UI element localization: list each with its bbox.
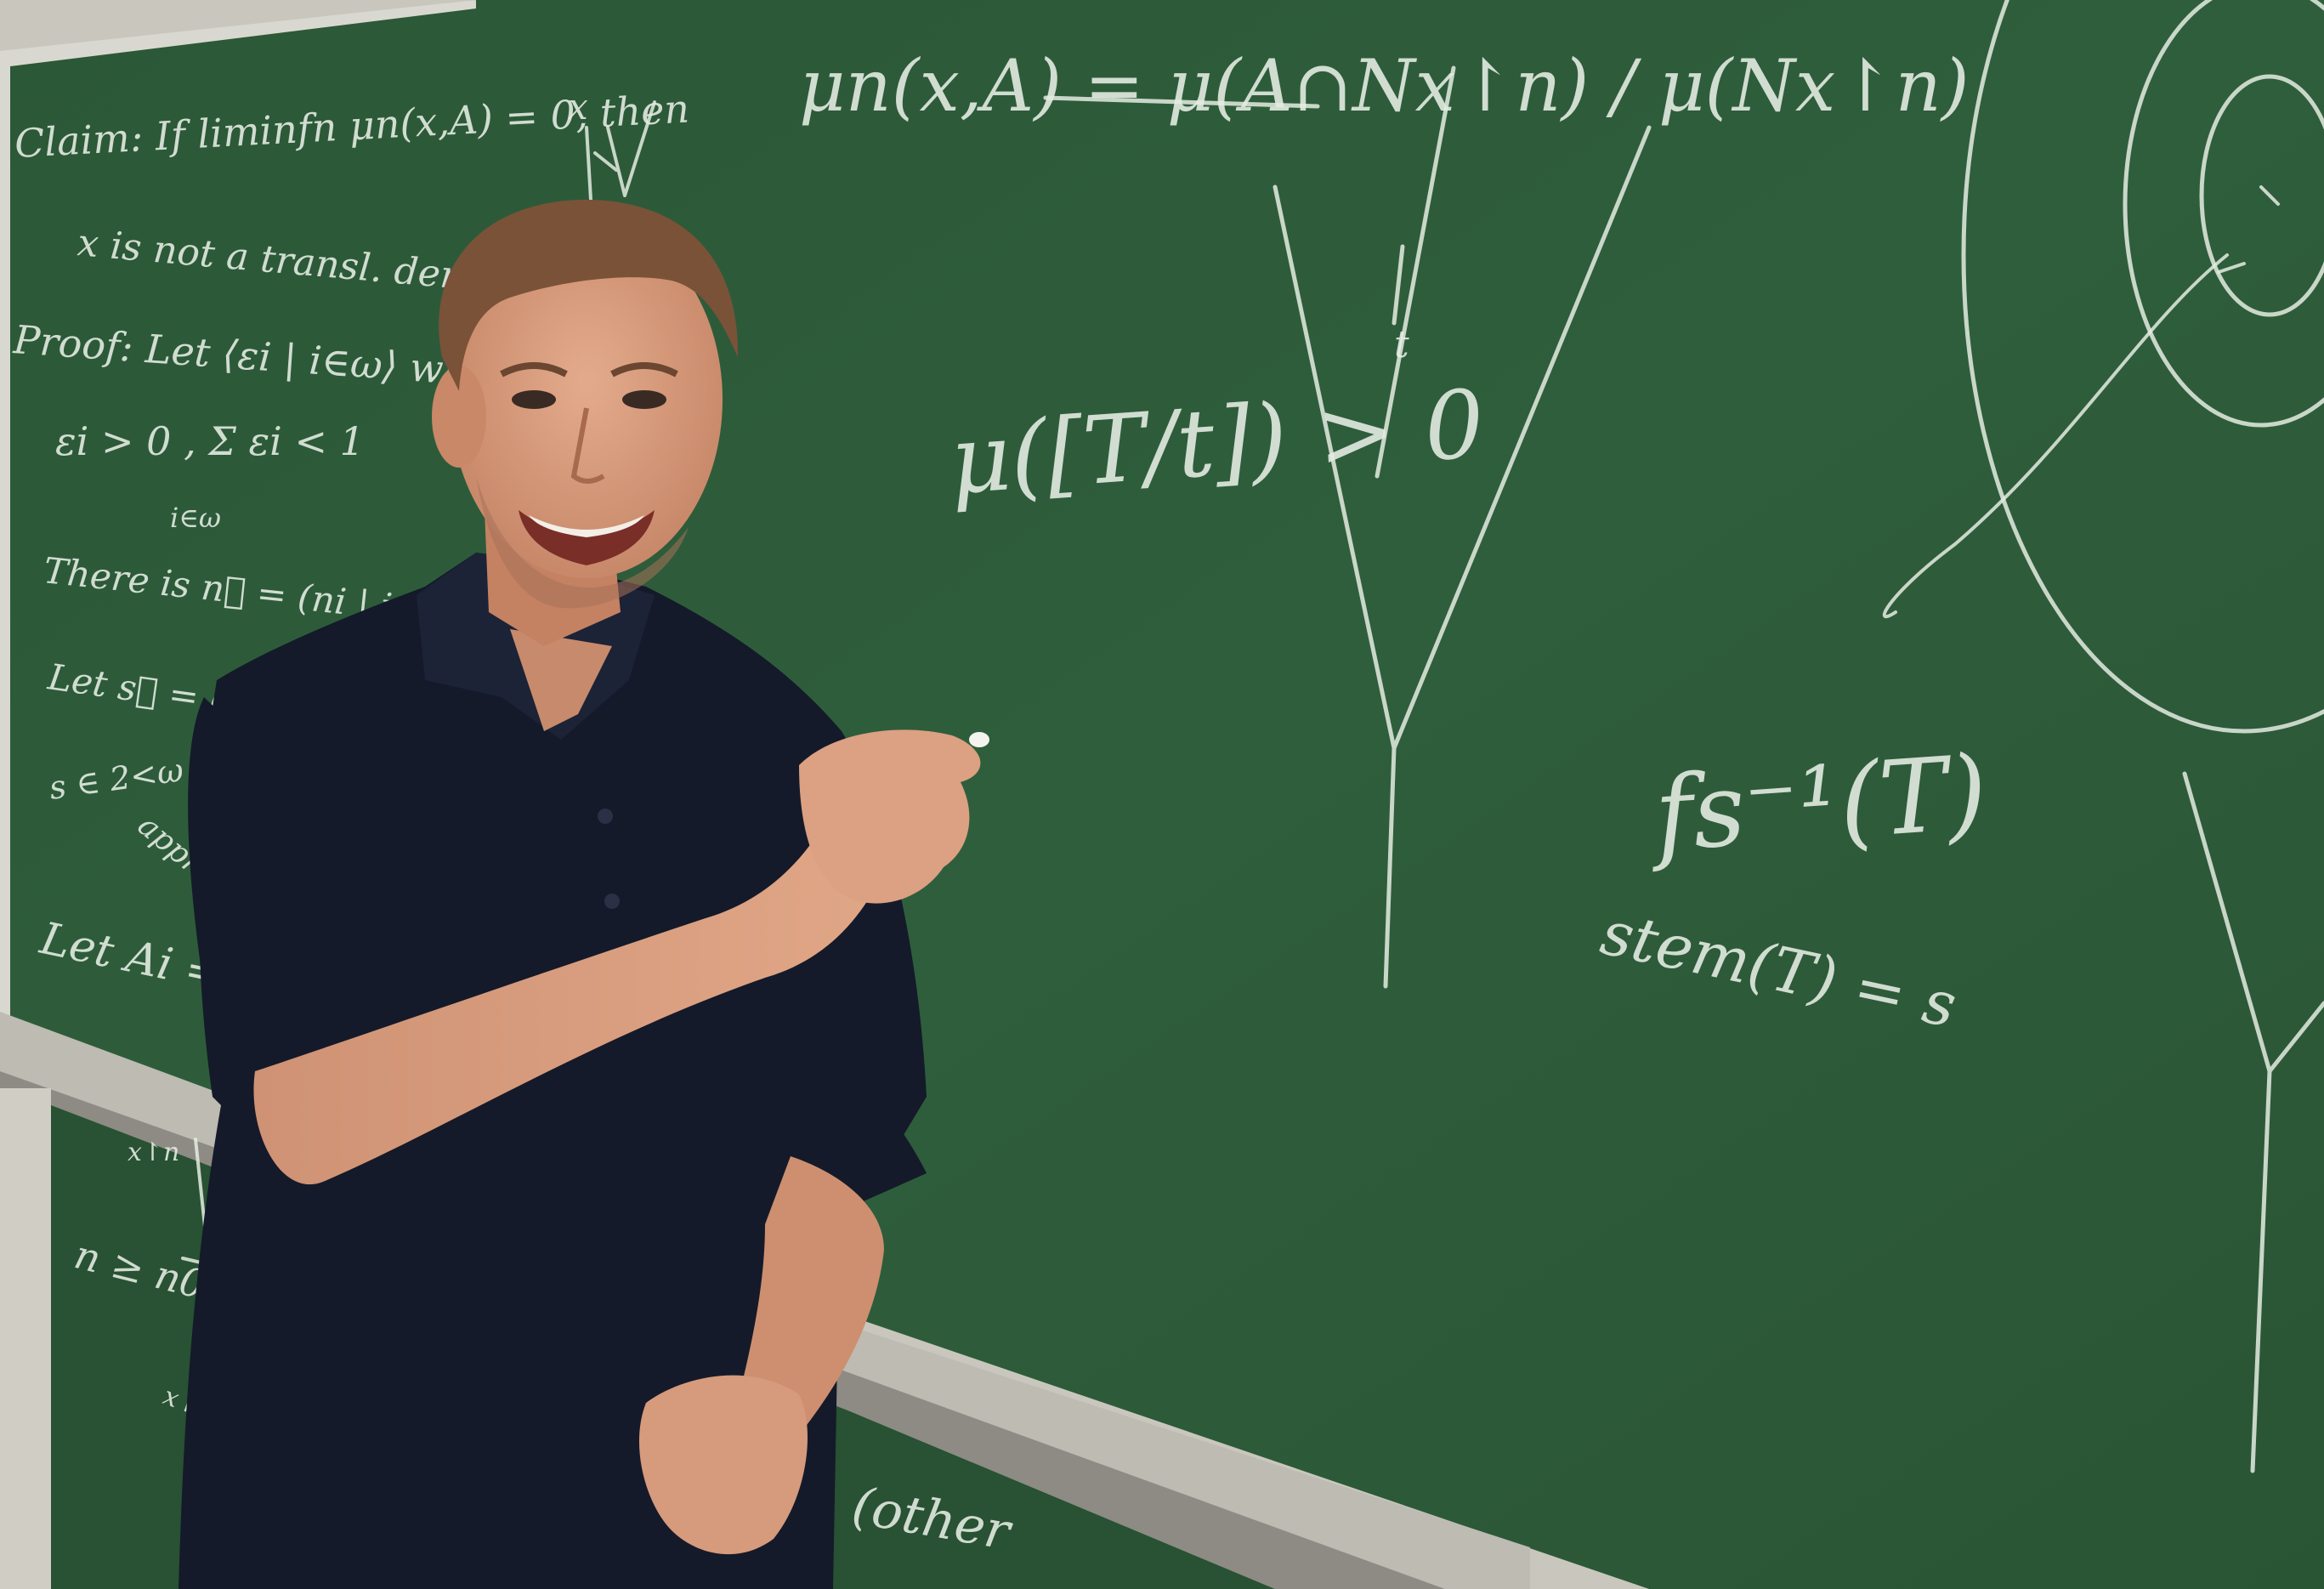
f-inverse-formula: fs⁻¹(T) (1644, 734, 1991, 876)
forearm-raised (253, 808, 893, 1185)
concentric-circles-diagram (1882, 0, 2324, 734)
right-eyebrow (610, 362, 678, 377)
lower-x-label: x↾n (128, 1138, 179, 1167)
left-eyebrow (500, 362, 568, 377)
shirt-button (598, 809, 613, 824)
forearm-lowered (731, 1156, 884, 1445)
formula-mu-n: μn(x,A) = μ(A∩Nx↾n) / μ(Nx↾n) (799, 44, 1969, 128)
ear (432, 366, 486, 468)
left-eye (512, 390, 556, 409)
right-tree (2182, 771, 2324, 1473)
tree-t-label: t (1394, 323, 1409, 366)
beard-stubble (476, 476, 689, 609)
eps-line: εi > 0 , Σ εi < 1 (55, 418, 365, 464)
raised-hand (799, 729, 981, 904)
fraction-bar (1043, 95, 1320, 109)
lowered-hand (638, 1375, 808, 1555)
sleeve-right (188, 697, 366, 1122)
chalk-piece (969, 732, 989, 747)
nose (570, 407, 605, 484)
tree-diagram (1273, 65, 1652, 989)
board-lower-frame (0, 1088, 51, 1589)
shirt-button-2 (604, 894, 620, 909)
sleeve-left (765, 978, 927, 1207)
collar-opening (510, 629, 612, 731)
hair (439, 199, 739, 391)
smile (519, 510, 655, 565)
person (179, 199, 989, 1589)
teeth (529, 515, 644, 537)
small-tree-mark (585, 100, 656, 201)
eps-sub: i∈ω (170, 502, 221, 534)
right-eye (622, 390, 666, 409)
tree-x-label: x (568, 86, 588, 128)
shirt (179, 553, 927, 1589)
face (451, 221, 723, 578)
